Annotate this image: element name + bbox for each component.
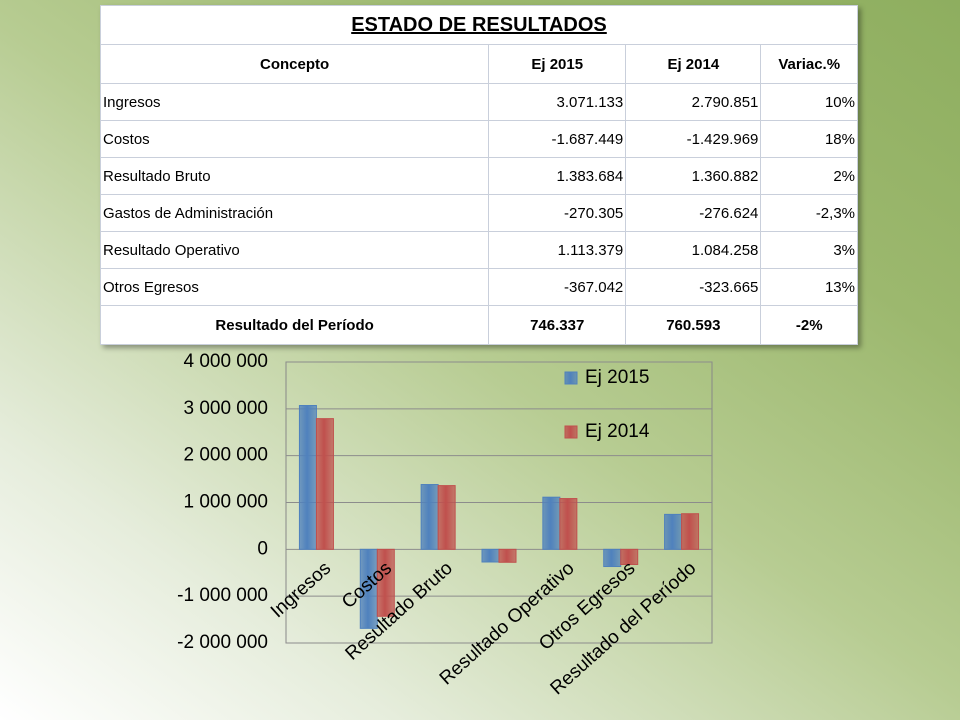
table-row: Costos -1.687.449 -1.429.969 18%: [99, 120, 858, 158]
bar: [298, 405, 317, 550]
value-cell: 3.071.133: [488, 83, 627, 121]
column-header: Ej 2015: [488, 44, 627, 84]
label-cell: Ingresos: [99, 83, 490, 121]
y-tick-label: 2 000 000: [183, 445, 268, 466]
bar: [420, 484, 439, 550]
bar: [437, 485, 456, 550]
y-tick-label: 1 000 000: [183, 492, 268, 513]
bar: [498, 548, 517, 563]
label-cell: Resultado Bruto: [99, 157, 490, 195]
bar: [559, 498, 578, 550]
header-row: Concepto Ej 2015 Ej 2014 Variac.%: [99, 44, 858, 84]
table-row: Resultado del Período 746.337 760.593 -2%: [99, 305, 858, 345]
value-cell: 1.113.379: [488, 231, 627, 269]
value-cell: 746.337: [488, 305, 627, 345]
table-title: ESTADO DE RESULTADOS: [100, 5, 858, 45]
title-row: ESTADO DE RESULTADOS: [100, 5, 858, 45]
value-cell: 2%: [760, 157, 858, 195]
legend-swatch: [564, 425, 578, 439]
bar: [681, 513, 700, 550]
label-cell: Costos: [99, 120, 490, 158]
label-cell: Resultado del Período: [99, 305, 490, 345]
y-tick-label: 0: [257, 538, 268, 559]
bar: [542, 496, 561, 550]
bar: [315, 418, 334, 550]
bar: [620, 548, 639, 565]
value-cell: -2%: [760, 305, 858, 345]
column-header: Concepto: [99, 44, 490, 84]
x-tick-label: Ingresos: [267, 558, 335, 622]
y-tick-label: -1 000 000: [177, 585, 268, 606]
bar: [481, 548, 500, 563]
results-table: ESTADO DE RESULTADOS Concepto Ej 2015 Ej 20…: [99, 5, 858, 345]
table-row: Resultado Bruto 1.383.684 1.360.882 2%: [99, 157, 858, 195]
y-tick-label: 3 000 000: [183, 398, 268, 419]
value-cell: -276.624: [625, 194, 762, 232]
legend-label: Ej 2014: [585, 421, 650, 442]
table-row: Gastos de Administración -270.305 -276.624…: [99, 194, 858, 232]
y-tick-label: 4 000 000: [183, 351, 268, 372]
value-cell: -323.665: [625, 268, 762, 306]
label-cell: Otros Egresos: [99, 268, 490, 306]
table-row: Ingresos 3.071.133 2.790.851 10%: [99, 83, 858, 121]
value-cell: 18%: [760, 120, 858, 158]
value-cell: -367.042: [488, 268, 627, 306]
bar: [376, 548, 395, 617]
value-cell: 1.360.882: [625, 157, 762, 195]
value-cell: 760.593: [625, 305, 762, 345]
column-header: Variac.%: [760, 44, 858, 84]
legend-swatch: [564, 371, 578, 385]
value-cell: 10%: [760, 83, 858, 121]
bar: [664, 513, 683, 550]
table-row: Otros Egresos -367.042 -323.665 13%: [99, 268, 858, 306]
y-tick-label: -2 000 000: [177, 632, 268, 653]
table-row: Resultado Operativo 1.113.379 1.084.258 3%: [99, 231, 858, 269]
value-cell: -2,3%: [760, 194, 858, 232]
value-cell: -1.429.969: [625, 120, 762, 158]
label-cell: Resultado Operativo: [99, 231, 490, 269]
value-cell: -1.687.449: [488, 120, 627, 158]
label-cell: Gastos de Administración: [99, 194, 490, 232]
legend-label: Ej 2015: [585, 367, 649, 388]
value-cell: 13%: [760, 268, 858, 306]
x-tick-label: Resultado Bruto: [342, 558, 457, 665]
